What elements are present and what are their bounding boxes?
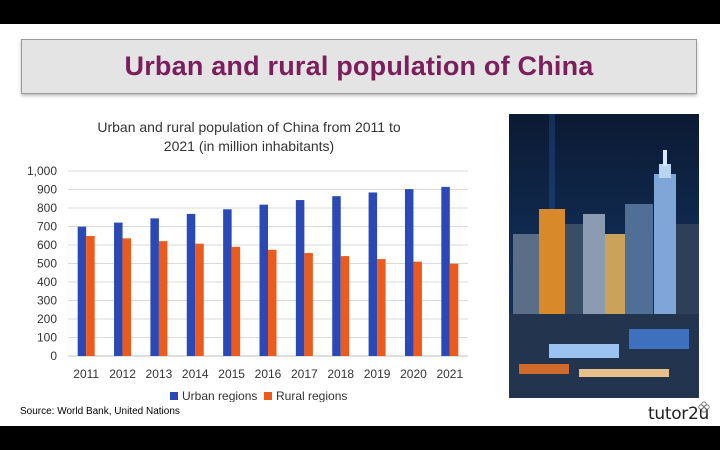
x-axis-tick-labels: 2011 2012 2013 2014 2015 2016 2017 2018 2019 2020… [73,367,463,381]
bar-urban [223,209,232,356]
y-tick-label: 0 [50,349,57,363]
x-tick-label: 2020 [400,367,427,381]
legend-label-rural: Rural regions [276,389,347,402]
bar-chart: Urban and rural population of China from… [27,119,468,402]
y-tick-label: 700 [37,220,57,234]
y-tick-label: 200 [37,312,57,326]
bar-urban [186,213,196,356]
bar-rural [449,263,459,356]
slide: Urban and rural population of China Urba… [0,24,720,426]
x-tick-label: 2019 [364,367,391,381]
y-tick-label: 300 [37,294,57,308]
y-tick-label: 500 [37,257,57,271]
x-tick-label: 2021 [436,367,463,381]
legend-swatch-rural [264,392,272,400]
bar-rural [86,235,95,356]
y-axis-tick-labels: 0 100 200 300 400 500 600 700 800 900 1,000 [27,164,57,363]
bar-urban [259,204,268,356]
bar-urban [404,189,414,356]
x-tick-label: 2011 [73,367,99,381]
bar-urban [441,186,450,356]
bar-urban [77,226,87,356]
source-note: Source: World Bank, United Nations [20,406,180,417]
bar-urban [332,196,341,356]
bar-rural [231,246,241,356]
bar-rural [304,252,313,356]
x-tick-label: 2014 [182,367,209,381]
bars [77,186,459,356]
bar-rural [413,261,422,356]
chart-title-line-2: 2021 (in million inhabitants) [164,138,334,154]
bar-rural [122,238,132,356]
flower-icon [698,401,710,413]
bar-rural [377,259,386,356]
city-skyline-night-photo [509,114,699,398]
bar-rural [340,256,350,356]
x-tick-label: 2012 [109,367,136,381]
bar-urban [295,200,305,356]
bar-urban [150,218,159,356]
y-tick-label: 1,000 [27,164,57,178]
legend: Urban regions Rural regions [170,389,347,402]
bar-rural [268,249,277,356]
y-tick-label: 900 [37,183,57,197]
legend-swatch-urban [170,392,178,400]
y-tick-label: 100 [37,331,57,345]
bar-rural [158,241,168,356]
y-tick-label: 800 [37,201,57,215]
y-tick-label: 400 [37,275,57,289]
x-tick-label: 2018 [327,367,354,381]
bar-rural [195,243,204,356]
x-tick-label: 2013 [146,367,173,381]
bar-urban [368,192,378,356]
slide-title: Urban and rural population of China [124,51,594,81]
tutor2u-logo: tutor2u [648,404,709,424]
x-tick-label: 2017 [291,367,318,381]
x-tick-label: 2016 [255,367,282,381]
chart-title-line-1: Urban and rural population of China from… [97,119,400,135]
legend-label-urban: Urban regions [182,389,257,402]
y-tick-label: 600 [37,238,57,252]
x-tick-label: 2015 [218,367,245,381]
title-box: Urban and rural population of China [21,39,697,94]
bar-urban [114,222,123,356]
